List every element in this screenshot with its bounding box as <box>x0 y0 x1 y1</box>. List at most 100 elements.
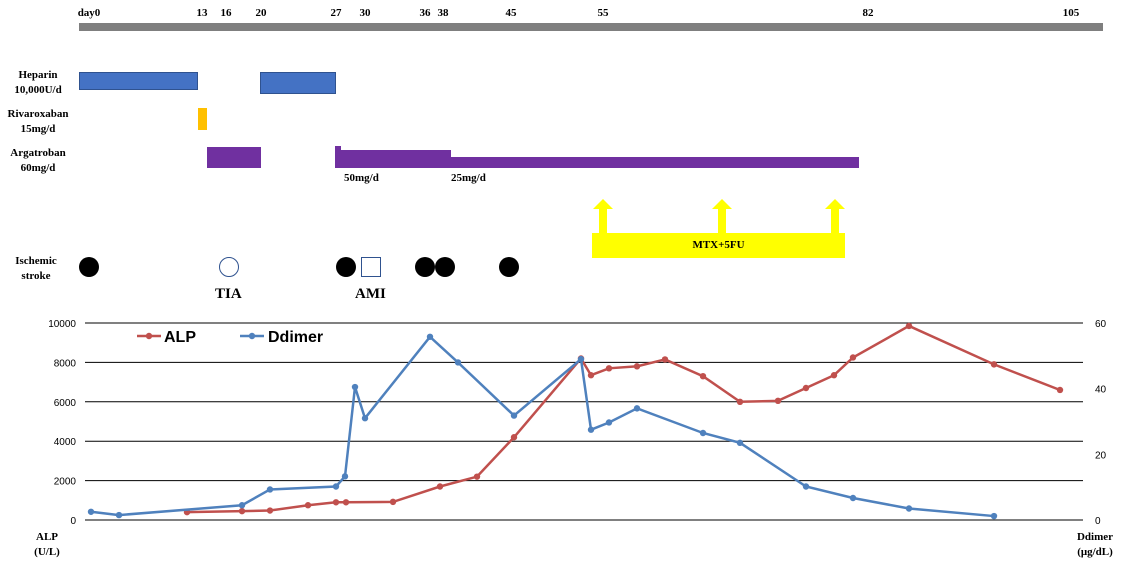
ddimer-axis-label-line2: (μg/dL) <box>1077 546 1113 558</box>
argatroban-dose: 60mg/d <box>20 162 56 174</box>
alp-point <box>304 502 312 509</box>
ami-label: AMI <box>355 286 386 302</box>
ddimer-axis-label-line1: Ddimer <box>1076 531 1114 543</box>
alp-point <box>849 354 857 361</box>
ischemic-label-line1: Ischemic <box>15 255 57 267</box>
legend-ddimer-label: Ddimer <box>268 329 323 346</box>
alp-point <box>633 363 641 370</box>
rivaroxaban-name: Rivaroxaban <box>7 108 69 120</box>
right-tick-label: 40 <box>1095 385 1107 396</box>
timeline-axis-bar <box>79 23 1103 31</box>
stroke-marker-day38 <box>435 257 455 277</box>
alp-axis-label-line2: (U/L) <box>34 546 60 558</box>
alp-point <box>587 372 595 379</box>
ddimer-point <box>699 429 707 437</box>
ddimer-point <box>849 494 857 502</box>
right-tick-label: 60 <box>1095 319 1107 330</box>
stroke-marker-day0 <box>79 257 99 277</box>
alp-point <box>473 473 481 480</box>
day-label-20: 20 <box>255 7 267 19</box>
alp-point <box>389 498 397 506</box>
day-label-105: 105 <box>1062 7 1080 19</box>
chemo-bar: MTX+5FU <box>592 233 845 258</box>
ddimer-point <box>905 505 913 512</box>
left-tick-label: 0 <box>70 516 76 527</box>
ddimer-point <box>115 511 123 519</box>
heparin-bar-1 <box>79 72 198 90</box>
ddimer-point <box>341 473 349 480</box>
alp-point <box>830 372 838 379</box>
tia-marker <box>219 257 239 277</box>
alp-point <box>736 398 744 405</box>
argatroban-name: Argatroban <box>10 147 66 159</box>
right-tick-label: 0 <box>1095 516 1101 527</box>
ddimer-point <box>990 512 998 520</box>
ddimer-point <box>454 359 462 366</box>
argatroban-bar-2 <box>335 150 451 168</box>
ami-marker <box>361 257 381 277</box>
argatroban-label: Argatroban 60mg/d <box>0 146 76 176</box>
ddimer-point <box>633 405 641 412</box>
left-tick-label: 2000 <box>54 477 77 488</box>
alp-point <box>774 397 782 405</box>
alp-axis-label-line1: ALP <box>36 531 58 543</box>
heparin-label: Heparin 10,000U/d <box>0 68 76 98</box>
heparin-name: Heparin <box>18 69 58 81</box>
ddimer-point <box>266 486 274 493</box>
left-tick-label: 6000 <box>54 398 77 409</box>
ischemic-stroke-label: Ischemic stroke <box>0 254 72 284</box>
ischemic-label-line2: stroke <box>21 270 51 282</box>
alp-point <box>605 365 613 372</box>
alp-axis-label: ALP (U/L) <box>22 530 72 560</box>
heparin-bar-2 <box>260 72 336 94</box>
day-label-16: 16 <box>220 7 232 19</box>
ddimer-point <box>605 419 613 426</box>
alp-point <box>1056 386 1064 394</box>
alp-point <box>905 322 913 330</box>
legend-alp-marker <box>145 332 153 340</box>
argatroban-dose-25: 25mg/d <box>451 172 486 184</box>
argatroban-bar-2-tick <box>335 146 341 152</box>
alp-point <box>510 434 518 441</box>
ddimer-point <box>87 508 95 515</box>
stroke-marker-day45 <box>499 257 519 277</box>
alp-point <box>802 384 810 392</box>
alp-line <box>186 324 1061 514</box>
argatroban-dose-50: 50mg/d <box>344 172 379 184</box>
stroke-marker-day27 <box>336 257 356 277</box>
day-label-0: day0 <box>77 7 101 19</box>
day-label-55: 55 <box>597 7 609 19</box>
ddimer-point <box>510 412 518 419</box>
day-label-36: 36 <box>419 7 431 19</box>
alp-point <box>238 507 246 515</box>
day-label-45: 45 <box>505 7 517 19</box>
ddimer-point <box>577 355 585 363</box>
ddimer-line <box>90 334 995 518</box>
legend-ddimer-marker <box>248 332 256 340</box>
chemo-arrow-icon-3 <box>825 199 845 233</box>
day-label-38: 38 <box>437 7 449 19</box>
day-label-13: 13 <box>196 7 208 19</box>
alp-point <box>661 356 669 363</box>
ddimer-point <box>587 426 595 433</box>
alp-point <box>699 372 707 380</box>
ddimer-axis-label: Ddimer (μg/dL) <box>1070 530 1120 560</box>
left-tick-label: 8000 <box>54 358 77 369</box>
ddimer-point <box>332 483 340 490</box>
ddimer-point <box>361 415 369 422</box>
rivaroxaban-dose: 15mg/d <box>20 123 56 135</box>
alp-point <box>990 361 998 368</box>
left-tick-label: 10000 <box>48 319 76 330</box>
day-label-82: 82 <box>862 7 874 19</box>
alp-point <box>266 507 274 514</box>
ddimer-point <box>238 502 246 509</box>
alp-point <box>342 499 350 506</box>
day-label-27: 27 <box>330 7 342 19</box>
stroke-marker-day36 <box>415 257 435 277</box>
chemo-label: MTX+5FU <box>692 239 745 251</box>
legend-alp-label: ALP <box>164 329 196 346</box>
left-tick-label: 4000 <box>54 437 77 448</box>
rivaroxaban-label: Rivaroxaban 15mg/d <box>0 107 76 137</box>
ddimer-point <box>802 483 810 490</box>
